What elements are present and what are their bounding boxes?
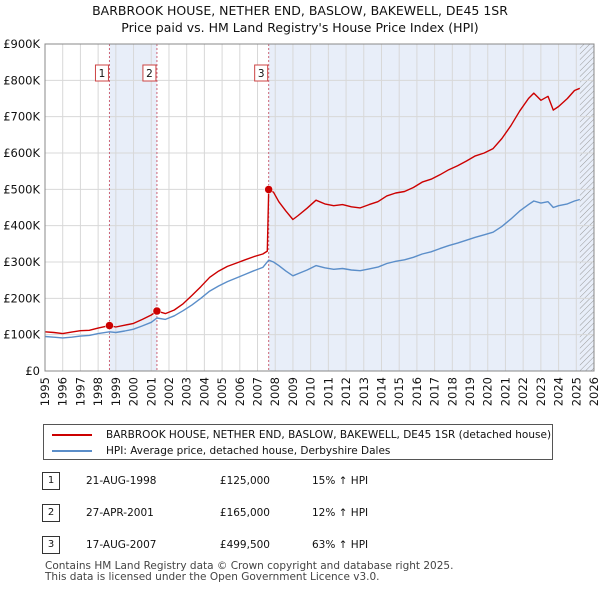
y-tick-label: £900K — [3, 37, 40, 51]
x-tick-label: 2000 — [127, 377, 141, 406]
sale-point — [105, 321, 114, 330]
x-tick-label: 2007 — [251, 377, 265, 406]
x-tick-label: 2012 — [339, 377, 353, 406]
property-line-swatch — [52, 434, 92, 436]
sale-label-border — [142, 64, 157, 82]
sale-label-box: 3 — [254, 64, 269, 82]
sale-label-number: 3 — [258, 68, 265, 80]
sale-point — [152, 306, 162, 316]
x-tick-label: 2022 — [516, 377, 530, 406]
sale-hpi-change: 15% ↑ HPI — [312, 475, 369, 487]
sale-label-border — [254, 64, 269, 82]
x-tick-label: 2004 — [197, 377, 211, 406]
y-tick-label: £600K — [3, 146, 40, 160]
legend-item-property: BARBROOK HOUSE, NETHER END, BASLOW, BAKE… — [52, 427, 551, 443]
x-tick-label: 2013 — [357, 377, 371, 406]
x-tick-label: 2017 — [428, 377, 442, 406]
sale-date: 21-AUG-1998 — [86, 475, 157, 487]
x-tick-label: 1998 — [91, 377, 105, 406]
property-price-line — [44, 87, 581, 335]
legend-property-label: BARBROOK HOUSE, NETHER END, BASLOW, BAKE… — [106, 429, 552, 441]
y-tick-label: £800K — [3, 73, 40, 87]
y-tick-label: £400K — [3, 219, 40, 233]
sale-label-box: 1 — [94, 64, 109, 82]
x-tick-label: 2003 — [180, 377, 194, 406]
y-tick-label: £0 — [25, 364, 40, 378]
x-tick-label: 2023 — [534, 377, 548, 406]
title-line-1: BARBROOK HOUSE, NETHER END, BASLOW, BAKE… — [92, 3, 508, 18]
sale-row: 1 21-AUG-1998 £125,000 15% ↑ HPI — [0, 470, 600, 492]
x-tick-label: 2005 — [215, 377, 229, 406]
footer-line-1: Contains HM Land Registry data © Crown c… — [45, 560, 454, 572]
sale-hpi-change: 63% ↑ HPI — [312, 539, 369, 551]
y-tick-label: £500K — [3, 182, 40, 196]
y-tick-label: £700K — [3, 110, 40, 124]
x-tick-label: 2011 — [321, 377, 335, 406]
sale-number-badge: 1 — [42, 472, 60, 490]
x-tick-label: 2008 — [268, 377, 282, 406]
sale-hpi-change: 12% ↑ HPI — [312, 507, 369, 519]
shaded-period — [268, 44, 594, 371]
footer: Contains HM Land Registry data © Crown c… — [45, 561, 453, 583]
x-tick-label: 2016 — [410, 377, 424, 406]
forecast-hatch — [579, 44, 594, 371]
x-tick-label: 2002 — [162, 377, 176, 406]
x-tick-label: 1996 — [56, 377, 70, 406]
x-tick-label: 2024 — [552, 377, 566, 406]
sale-label-number: 2 — [146, 68, 153, 80]
legend: BARBROOK HOUSE, NETHER END, BASLOW, BAKE… — [43, 424, 553, 460]
x-tick-label: 2026 — [587, 377, 600, 406]
legend-item-hpi: HPI: Average price, detached house, Derb… — [52, 443, 390, 459]
x-tick-label: 2006 — [233, 377, 247, 406]
sale-label-number: 1 — [99, 68, 106, 80]
x-tick-label: 2021 — [498, 377, 512, 406]
x-tick-label: 2018 — [445, 377, 459, 406]
title-line-2: Price paid vs. HM Land Registry's House … — [121, 20, 479, 35]
sale-date: 27-APR-2001 — [86, 507, 154, 519]
sale-point — [264, 185, 273, 194]
x-tick-label: 1997 — [73, 377, 87, 406]
hpi-line — [44, 198, 580, 339]
legend-hpi-label: HPI: Average price, detached house, Derb… — [106, 445, 391, 457]
sale-label-box: 2 — [142, 64, 157, 82]
price-chart: £0 £100K £200K £300K £400K £500K £600K £700K £80… — [3, 37, 600, 406]
x-tick-label: 2015 — [392, 377, 406, 406]
x-tick-label: 1995 — [38, 377, 52, 406]
sale-date: 17-AUG-2007 — [86, 539, 157, 551]
chart-title: BARBROOK HOUSE, NETHER END, BASLOW, BAKE… — [0, 2, 600, 36]
footer-line-2: This data is licensed under the Open Gov… — [45, 571, 380, 583]
x-tick-label: 2020 — [481, 377, 495, 406]
y-tick-label: £100K — [3, 328, 40, 342]
hpi-line-swatch — [52, 450, 92, 452]
x-tick-label: 2014 — [374, 377, 388, 406]
sale-number-badge: 2 — [42, 504, 60, 522]
sale-row: 2 27-APR-2001 £165,000 12% ↑ HPI — [0, 502, 600, 524]
x-tick-label: 2010 — [304, 377, 318, 406]
x-tick-label: 2025 — [569, 377, 583, 406]
x-tick-label: 2009 — [286, 377, 300, 406]
x-tick-label: 2019 — [463, 377, 477, 406]
sale-label-border — [94, 64, 109, 82]
y-tick-label: £300K — [3, 255, 40, 269]
x-tick-label: 1999 — [109, 377, 123, 406]
sale-price: £125,000 — [219, 475, 270, 487]
sale-row: 3 17-AUG-2007 £499,500 63% ↑ HPI — [0, 534, 600, 556]
sale-number-badge: 3 — [42, 536, 60, 554]
sale-price: £499,500 — [219, 539, 270, 551]
y-tick-label: £200K — [3, 291, 40, 305]
x-tick-label: 2001 — [144, 377, 158, 406]
plot-border — [44, 43, 595, 372]
sale-price: £165,000 — [219, 507, 270, 519]
